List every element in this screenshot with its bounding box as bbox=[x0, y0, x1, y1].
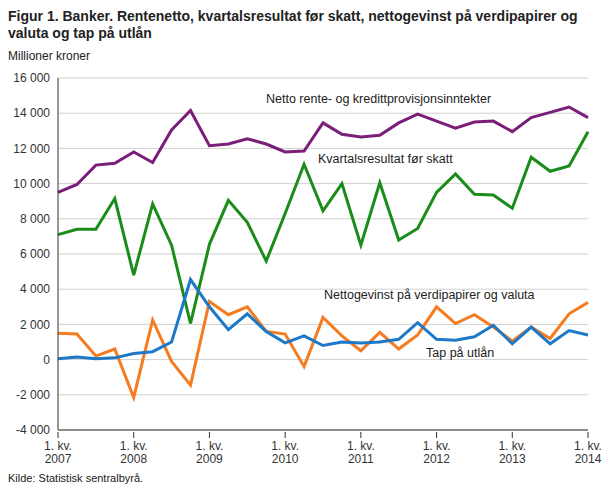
html-text:Nettogevinst på verdipapirer o: Nettogevinst på verdipapirer og valuta bbox=[324, 288, 535, 302]
svg-text:2012: 2012 bbox=[423, 452, 450, 466]
svg-text:1. kv.: 1. kv. bbox=[196, 439, 224, 453]
svg-text:2007: 2007 bbox=[45, 452, 72, 466]
svg-text:1. kv.: 1. kv. bbox=[120, 439, 148, 453]
svg-text:-4 000: -4 000 bbox=[16, 423, 50, 437]
html-text:Kilde: Statistisk sentralbyrå.: Kilde: Statistisk sentralbyrå. bbox=[8, 472, 144, 484]
svg-text:1. kv.: 1. kv. bbox=[44, 439, 72, 453]
svg-text:2013: 2013 bbox=[499, 452, 526, 466]
svg-text:2 000: 2 000 bbox=[20, 318, 50, 332]
svg-text:1. kv.: 1. kv. bbox=[498, 439, 526, 453]
svg-text:0: 0 bbox=[43, 353, 50, 367]
svg-text:2014: 2014 bbox=[575, 452, 602, 466]
svg-text:1. kv.: 1. kv. bbox=[574, 439, 602, 453]
svg-text:2011: 2011 bbox=[348, 452, 374, 466]
svg-text:2009: 2009 bbox=[196, 452, 223, 466]
svg-text:8 000: 8 000 bbox=[20, 212, 50, 226]
svg-text:1. kv.: 1. kv. bbox=[271, 439, 299, 453]
svg-text:2010: 2010 bbox=[272, 452, 299, 466]
svg-text:1. kv.: 1. kv. bbox=[347, 439, 375, 453]
svg-text:14 000: 14 000 bbox=[13, 106, 50, 120]
html-text:Netto rente- og kredittprovisj: Netto rente- og kredittprovisjonsinntekt… bbox=[266, 92, 492, 106]
svg-text:1. kv.: 1. kv. bbox=[423, 439, 451, 453]
svg-text:4 000: 4 000 bbox=[20, 282, 50, 296]
svg-text:-2 000: -2 000 bbox=[16, 388, 50, 402]
html-text:Tap på utlån: Tap på utlån bbox=[426, 346, 495, 360]
svg-text:10 000: 10 000 bbox=[13, 177, 50, 191]
svg-text:12 000: 12 000 bbox=[13, 142, 50, 156]
html-text:Millioner kroner: Millioner kroner bbox=[8, 49, 90, 63]
html-text:Figur 1. Banker. Rentenetto, k: Figur 1. Banker. Rentenetto, kvartalsres… bbox=[8, 8, 578, 41]
html-text:Kvartalsresultat før skatt: Kvartalsresultat før skatt bbox=[318, 152, 453, 166]
svg-text:2008: 2008 bbox=[120, 452, 147, 466]
svg-text:16 000: 16 000 bbox=[13, 71, 50, 85]
svg-text:6 000: 6 000 bbox=[20, 247, 50, 261]
